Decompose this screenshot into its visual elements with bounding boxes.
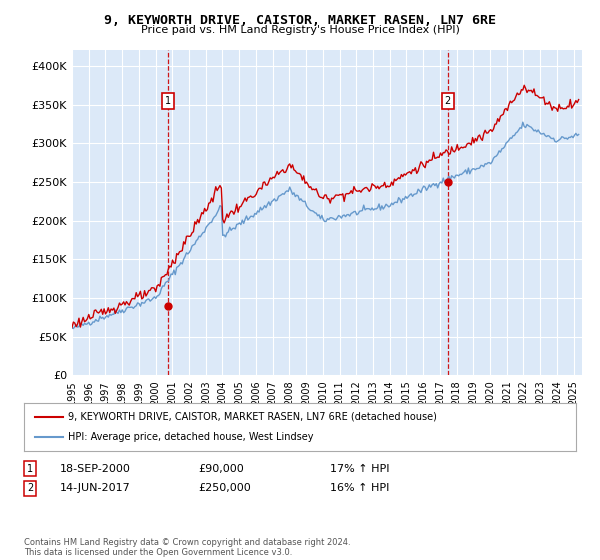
Text: £250,000: £250,000: [198, 483, 251, 493]
Text: 16% ↑ HPI: 16% ↑ HPI: [330, 483, 389, 493]
Text: 1: 1: [164, 96, 171, 106]
Text: 17% ↑ HPI: 17% ↑ HPI: [330, 464, 389, 474]
Text: 2: 2: [27, 483, 33, 493]
Text: 18-SEP-2000: 18-SEP-2000: [60, 464, 131, 474]
Text: 14-JUN-2017: 14-JUN-2017: [60, 483, 131, 493]
Text: HPI: Average price, detached house, West Lindsey: HPI: Average price, detached house, West…: [68, 432, 314, 442]
Text: 9, KEYWORTH DRIVE, CAISTOR, MARKET RASEN, LN7 6RE (detached house): 9, KEYWORTH DRIVE, CAISTOR, MARKET RASEN…: [68, 412, 437, 422]
Text: 2: 2: [445, 96, 451, 106]
Text: 9, KEYWORTH DRIVE, CAISTOR, MARKET RASEN, LN7 6RE: 9, KEYWORTH DRIVE, CAISTOR, MARKET RASEN…: [104, 14, 496, 27]
Text: Price paid vs. HM Land Registry's House Price Index (HPI): Price paid vs. HM Land Registry's House …: [140, 25, 460, 35]
Text: 1: 1: [27, 464, 33, 474]
Text: Contains HM Land Registry data © Crown copyright and database right 2024.
This d: Contains HM Land Registry data © Crown c…: [24, 538, 350, 557]
Text: £90,000: £90,000: [198, 464, 244, 474]
